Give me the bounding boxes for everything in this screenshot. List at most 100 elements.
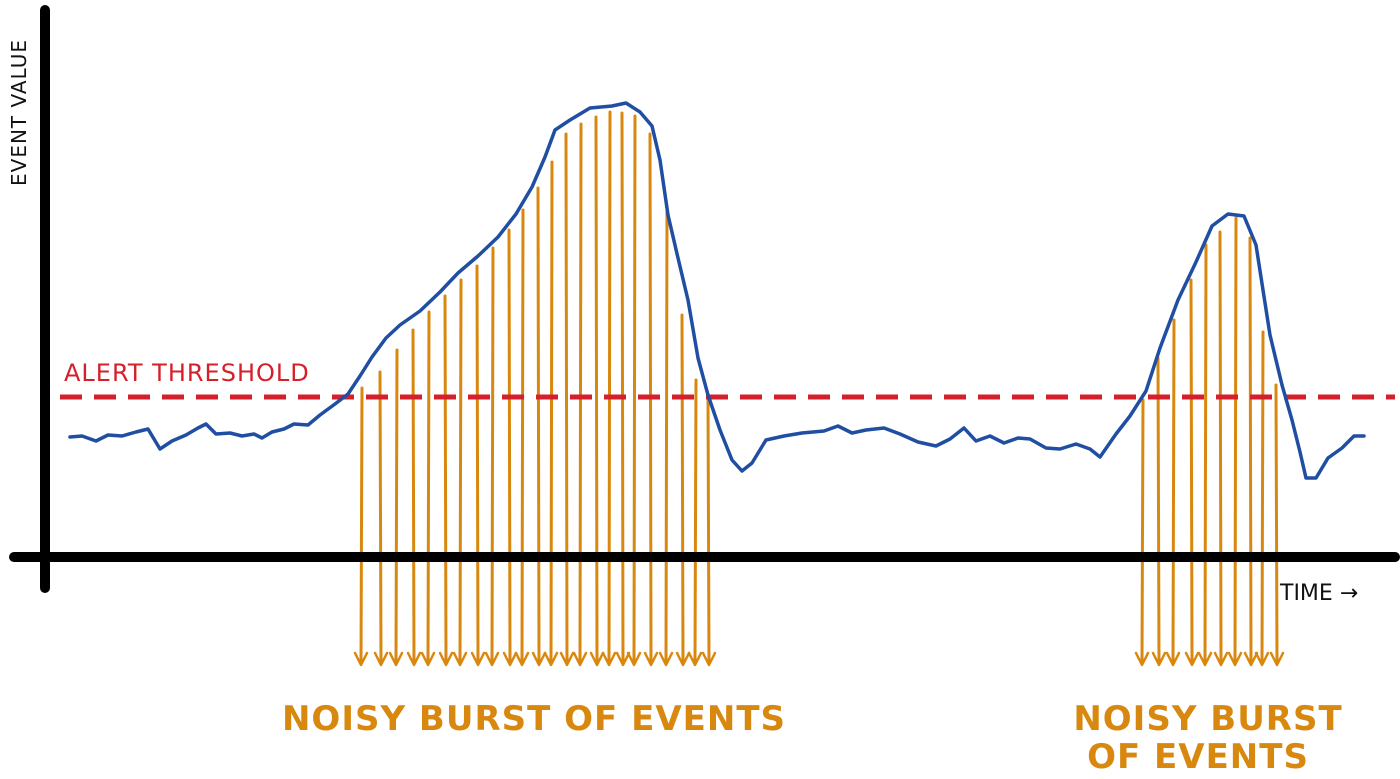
burst-1-event-line — [687, 378, 703, 667]
burst-1-event-stem — [507, 228, 512, 664]
burst-1-event-line — [658, 208, 674, 667]
burst-1-event-stem — [564, 132, 569, 664]
event-lines-burst-2 — [1134, 216, 1285, 667]
burst-1-event-stem — [706, 396, 711, 664]
arrow-down-icon — [1254, 651, 1270, 667]
burst-1-event-line — [675, 313, 691, 667]
burst-2-event-stem — [1218, 230, 1223, 664]
arrow-down-icon — [531, 651, 547, 667]
burst-1-event-stem — [693, 378, 698, 664]
arrow-down-icon — [1165, 651, 1181, 667]
arrow-down-icon — [502, 651, 518, 667]
burst-1-event-stem — [359, 386, 364, 664]
arrow-down-icon — [1269, 651, 1285, 667]
burst-1-event-line — [559, 132, 575, 667]
arrow-down-icon — [543, 651, 559, 667]
burst-1-event-line — [615, 111, 631, 667]
burst-2-event-stem — [1274, 383, 1279, 664]
burst-1-event-stem — [664, 208, 669, 664]
burst-2-event-line — [1134, 398, 1150, 667]
burst-2-event-line — [1243, 236, 1259, 667]
x-axis-label: TIME → — [1279, 581, 1358, 606]
burst-2-event-line — [1184, 278, 1200, 667]
burst-2-label-line-1: NOISY BURST — [1073, 699, 1342, 739]
burst-1-event-stem — [632, 114, 637, 664]
burst-2-event-line — [1254, 330, 1270, 667]
arrow-down-icon — [626, 651, 642, 667]
burst-1-event-line — [388, 348, 404, 667]
burst-2-event-stem — [1233, 216, 1238, 664]
arrow-down-icon — [601, 651, 617, 667]
arrow-down-icon — [1184, 651, 1200, 667]
burst-1-event-line — [543, 160, 559, 667]
burst-1-event-line — [438, 294, 454, 667]
burst-1-event-stem — [594, 115, 599, 664]
burst-1-event-stem — [520, 208, 525, 664]
burst-1-event-stem — [578, 122, 583, 664]
burst-1-event-stem — [549, 160, 554, 664]
arrow-down-icon — [643, 651, 659, 667]
arrow-down-icon — [1134, 651, 1150, 667]
burst-1-event-line — [484, 246, 500, 667]
arrow-down-icon — [1243, 651, 1259, 667]
burst-1-event-stem — [475, 264, 480, 664]
burst-2-event-stem — [1248, 236, 1253, 664]
burst-2-event-line — [1151, 356, 1167, 667]
arrow-down-icon — [438, 651, 454, 667]
arrow-down-icon — [559, 651, 575, 667]
burst-2-event-stem — [1171, 318, 1176, 664]
burst-2-event-line — [1165, 318, 1181, 667]
burst-1-event-line — [406, 328, 422, 667]
burst-2-event-stem — [1189, 278, 1194, 664]
burst-1-event-line — [420, 310, 436, 667]
arrow-down-icon — [484, 651, 500, 667]
arrow-down-icon — [1197, 651, 1213, 667]
arrow-down-icon — [675, 651, 691, 667]
burst-1-event-line — [353, 386, 369, 667]
burst-1-event-stem — [620, 111, 625, 664]
event-value-curve — [68, 101, 1366, 480]
burst-1-event-line — [626, 114, 642, 667]
burst-1-label: NOISY BURST OF EVENTS — [282, 699, 786, 739]
arrow-down-icon — [589, 651, 605, 667]
burst-2-event-stem — [1156, 356, 1161, 664]
arrow-down-icon — [470, 651, 486, 667]
arrow-down-icon — [373, 651, 389, 667]
burst-2-event-stem — [1260, 330, 1265, 664]
arrow-down-icon — [353, 651, 369, 667]
burst-1-event-line — [572, 122, 588, 667]
burst-2-label-line-2: OF EVENTS — [1087, 737, 1309, 777]
arrow-down-icon — [1151, 651, 1167, 667]
y-axis-label: EVENT VALUE — [7, 39, 31, 186]
burst-2-event-line — [1213, 230, 1229, 667]
burst-1-event-stem — [411, 328, 416, 664]
burst-1-event-stem — [426, 310, 431, 664]
burst-1-event-stem — [443, 294, 448, 664]
arrow-down-icon — [452, 651, 468, 667]
burst-1-event-line — [601, 110, 617, 667]
arrow-down-icon — [406, 651, 422, 667]
arrow-down-icon — [572, 651, 588, 667]
burst-1-event-line — [502, 228, 518, 667]
arrow-down-icon — [514, 651, 530, 667]
arrow-down-icon — [1227, 651, 1243, 667]
threshold-label: ALERT THRESHOLD — [64, 359, 310, 387]
burst-2-event-line — [1227, 216, 1243, 667]
burst-2-event-line — [1197, 243, 1213, 667]
burst-1-event-line — [470, 264, 486, 667]
arrow-down-icon — [687, 651, 703, 667]
burst-1-event-stem — [490, 246, 495, 664]
burst-1-event-line — [514, 208, 530, 667]
burst-2-event-stem — [1203, 243, 1208, 664]
burst-1-event-stem — [607, 110, 612, 664]
burst-1-event-line — [373, 370, 389, 667]
burst-1-event-stem — [458, 278, 463, 664]
burst-1-event-line — [531, 186, 547, 667]
arrow-down-icon — [1213, 651, 1229, 667]
burst-2-event-stem — [1140, 398, 1145, 664]
burst-1-event-line — [701, 396, 717, 667]
arrow-down-icon — [615, 651, 631, 667]
burst-1-event-line — [589, 115, 605, 667]
burst-1-event-line — [452, 278, 468, 667]
